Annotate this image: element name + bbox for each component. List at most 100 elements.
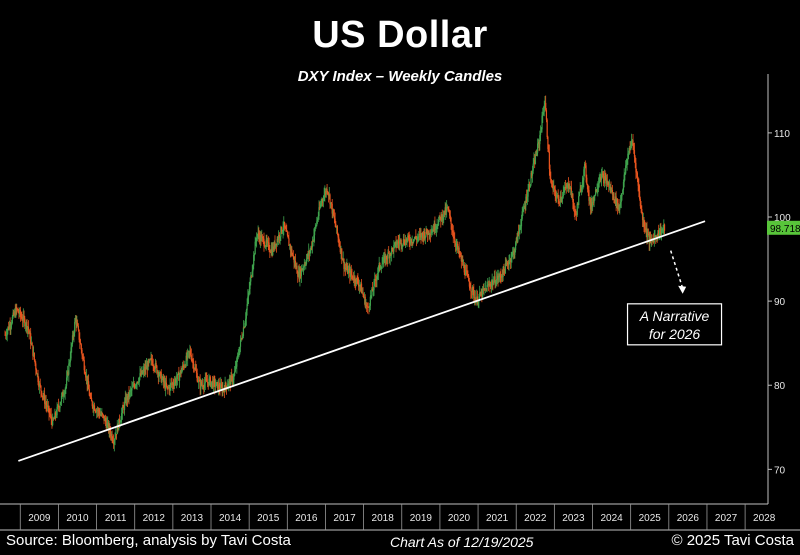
candle bbox=[605, 180, 608, 184]
candle bbox=[363, 294, 365, 298]
candle bbox=[619, 205, 621, 210]
arrow-head-icon bbox=[678, 285, 687, 294]
candle bbox=[616, 199, 618, 206]
candle bbox=[570, 187, 572, 197]
candle bbox=[82, 355, 84, 357]
candle bbox=[18, 312, 20, 315]
candle bbox=[484, 288, 487, 290]
candle bbox=[586, 177, 588, 184]
candle bbox=[236, 357, 238, 367]
candle bbox=[344, 267, 346, 269]
candle bbox=[83, 360, 85, 371]
candle bbox=[160, 372, 162, 383]
candle bbox=[486, 285, 488, 292]
x-tick-label: 2010 bbox=[66, 513, 89, 524]
candle bbox=[242, 335, 244, 339]
candle bbox=[60, 401, 62, 405]
candle bbox=[454, 238, 456, 243]
candle bbox=[639, 198, 641, 207]
y-tick-label: 110 bbox=[774, 129, 790, 140]
candle bbox=[41, 391, 43, 396]
candle bbox=[63, 395, 65, 397]
candle bbox=[84, 370, 86, 375]
candle bbox=[27, 326, 29, 330]
candle bbox=[634, 157, 636, 163]
candle bbox=[294, 261, 297, 267]
candle bbox=[595, 189, 597, 192]
candle bbox=[361, 292, 363, 294]
candle bbox=[161, 378, 163, 383]
candle bbox=[189, 350, 191, 352]
candle bbox=[151, 360, 154, 365]
candle bbox=[332, 209, 334, 214]
candle bbox=[48, 406, 50, 414]
candle bbox=[75, 317, 77, 325]
candle bbox=[190, 355, 192, 360]
candle bbox=[600, 174, 603, 180]
candle bbox=[56, 406, 58, 416]
candle bbox=[367, 306, 369, 308]
candle bbox=[581, 187, 583, 192]
candle bbox=[355, 278, 358, 284]
y-tick-label: 80 bbox=[774, 381, 786, 392]
candle bbox=[78, 329, 80, 340]
candle bbox=[14, 311, 16, 317]
candle bbox=[430, 232, 432, 235]
candle bbox=[622, 181, 625, 191]
candle bbox=[517, 231, 520, 233]
candle bbox=[303, 264, 305, 268]
candle bbox=[654, 236, 656, 237]
candle bbox=[96, 410, 99, 412]
candle bbox=[501, 276, 503, 278]
candle bbox=[555, 194, 557, 199]
candle bbox=[149, 359, 151, 361]
candle bbox=[562, 192, 564, 197]
candle bbox=[218, 384, 220, 389]
candle bbox=[552, 184, 554, 190]
candle bbox=[296, 265, 298, 274]
candle bbox=[418, 234, 420, 238]
candle bbox=[396, 241, 399, 245]
candle bbox=[308, 250, 310, 257]
candle bbox=[66, 377, 68, 386]
candle bbox=[15, 306, 17, 317]
candle bbox=[341, 258, 344, 261]
candle bbox=[447, 206, 449, 211]
candle bbox=[22, 319, 24, 321]
candle bbox=[206, 379, 208, 382]
candle bbox=[578, 192, 581, 197]
candle bbox=[227, 385, 229, 387]
candle bbox=[464, 272, 466, 276]
candle bbox=[502, 267, 504, 278]
candle bbox=[234, 371, 236, 376]
candle bbox=[408, 237, 410, 242]
candle bbox=[331, 203, 333, 214]
candle bbox=[115, 434, 117, 438]
candle bbox=[291, 254, 294, 256]
candle bbox=[413, 238, 415, 240]
candle bbox=[289, 245, 291, 251]
candle bbox=[537, 143, 539, 153]
candle bbox=[256, 234, 258, 238]
candle bbox=[308, 250, 311, 254]
candle bbox=[614, 196, 616, 203]
candle bbox=[646, 228, 648, 238]
candle bbox=[347, 269, 349, 274]
candle bbox=[499, 274, 501, 276]
candle bbox=[300, 268, 302, 277]
candle bbox=[192, 360, 194, 362]
candle bbox=[353, 276, 355, 281]
candle bbox=[585, 165, 587, 178]
candle bbox=[433, 223, 435, 232]
candle bbox=[589, 199, 592, 210]
candle bbox=[280, 226, 282, 237]
candle bbox=[305, 258, 308, 264]
candle bbox=[359, 285, 361, 287]
candle bbox=[446, 207, 448, 213]
candle bbox=[282, 228, 284, 232]
candle bbox=[639, 190, 641, 199]
candle bbox=[504, 263, 506, 274]
candle bbox=[314, 226, 316, 229]
candle bbox=[343, 258, 345, 269]
candle bbox=[237, 355, 239, 357]
